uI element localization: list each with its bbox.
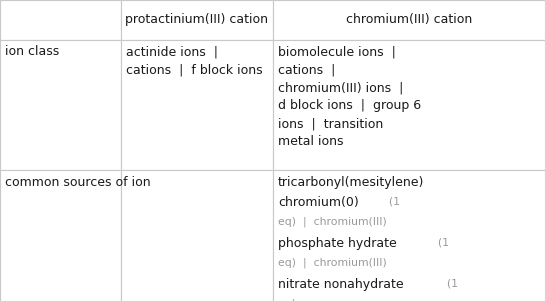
Text: tricarbonyl(mesitylene): tricarbonyl(mesitylene): [278, 176, 425, 189]
Text: eq)  |  chromium(III): eq) | chromium(III): [278, 258, 387, 268]
Text: eq): eq): [278, 299, 296, 301]
Bar: [0, 0, 121, 40]
Bar: [121, 0, 272, 40]
Bar: [272, 0, 545, 40]
Text: chromium(0): chromium(0): [278, 196, 359, 209]
Bar: [121, 170, 272, 301]
Text: chromium(III) cation: chromium(III) cation: [346, 13, 472, 26]
Text: (1: (1: [431, 237, 449, 247]
Text: (1: (1: [440, 278, 458, 288]
Text: nitrate nonahydrate: nitrate nonahydrate: [278, 278, 404, 291]
Text: (1: (1: [382, 196, 400, 206]
Text: eq)  |  chromium(III): eq) | chromium(III): [278, 217, 387, 227]
Text: biomolecule ions  |
cations  |
chromium(III) ions  |
d block ions  |  group 6
io: biomolecule ions | cations | chromium(II…: [278, 45, 421, 148]
Text: phosphate hydrate: phosphate hydrate: [278, 237, 397, 250]
Text: actinide ions  |
cations  |  f block ions: actinide ions | cations | f block ions: [126, 45, 263, 76]
Text: protactinium(III) cation: protactinium(III) cation: [125, 13, 268, 26]
Text: common sources of ion: common sources of ion: [5, 176, 151, 189]
Bar: [0, 170, 121, 301]
Bar: [0, 40, 121, 170]
Bar: [121, 40, 272, 170]
Bar: [272, 40, 545, 170]
Text: ion class: ion class: [5, 45, 60, 58]
Bar: [272, 170, 545, 301]
